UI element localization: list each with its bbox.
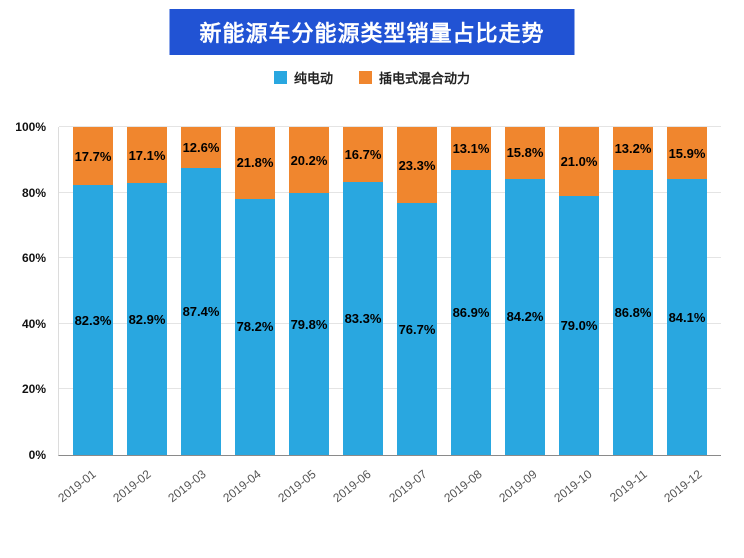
bar-column-2019-06: 16.7% 83.3% — [343, 127, 383, 455]
bar-segment-electric: 84.2% — [505, 178, 545, 455]
bar-label-hybrid: 17.7% — [74, 148, 112, 164]
bar-segment-electric: 83.3% — [343, 181, 383, 455]
bar-column-2019-08: 13.1% 86.9% — [451, 127, 491, 455]
plot-area: 17.7% 82.3% 17.1% 82.9% 12.6% 87.4% 21.8% 78.2%… — [58, 126, 721, 456]
bar-column-2019-02: 17.1% 82.9% — [127, 127, 167, 455]
bar-segment-electric: 78.2% — [235, 198, 275, 455]
bar-label-hybrid: 13.2% — [614, 141, 652, 157]
bar-label-hybrid: 13.1% — [452, 140, 490, 156]
bar-segment-hybrid: 13.2% — [613, 127, 653, 171]
bar-label-electric: 83.3% — [344, 310, 382, 326]
x-axis-label: 2019-06 — [330, 467, 375, 506]
bar-label-hybrid: 23.3% — [398, 157, 436, 173]
legend-item-pure-electric: 纯电动 — [273, 68, 333, 87]
bar-label-electric: 79.0% — [560, 317, 598, 333]
bar-column-2019-03: 12.6% 87.4% — [181, 127, 221, 455]
x-axis-label: 2019-02 — [110, 467, 154, 506]
title-banner: 新能源车分能源类型销量占比走势 — [169, 9, 575, 55]
x-axis-label: 2019-09 — [496, 467, 540, 506]
bar-segment-electric: 86.8% — [613, 170, 653, 455]
bar-segment-hybrid: 15.8% — [505, 127, 545, 179]
bar-label-electric: 86.9% — [452, 304, 490, 320]
bar-column-2019-11: 13.2% 86.8% — [613, 127, 653, 455]
x-axis-label: 2019-07 — [385, 467, 430, 506]
bar-label-electric: 84.2% — [506, 309, 544, 325]
y-axis-label: 80% — [21, 185, 46, 200]
gridline — [59, 126, 721, 127]
bar-segment-hybrid: 12.6% — [181, 127, 221, 169]
bar-label-electric: 86.8% — [614, 305, 652, 321]
page-title: 新能源车分能源类型销量占比走势 — [199, 21, 545, 46]
bar-column-2019-12: 15.9% 84.1% — [667, 127, 707, 455]
legend-swatch-orange — [359, 71, 372, 84]
bar-label-hybrid: 20.2% — [290, 152, 328, 168]
gridline — [59, 191, 721, 193]
bar-label-hybrid: 12.6% — [182, 140, 220, 156]
bar-segment-hybrid: 13.1% — [451, 127, 491, 170]
x-axis-label: 2019-10 — [551, 467, 595, 506]
x-axis-label: 2019-05 — [275, 467, 319, 506]
bar-label-electric: 76.7% — [398, 321, 436, 337]
bar-segment-electric: 76.7% — [397, 203, 437, 455]
bar-label-electric: 78.2% — [236, 319, 274, 335]
bar-segment-hybrid: 21.8% — [235, 127, 275, 199]
legend-label: 纯电动 — [293, 71, 333, 86]
bar-segment-hybrid: 20.2% — [289, 127, 329, 194]
bar-segment-hybrid: 15.9% — [667, 127, 707, 180]
bar-column-2019-10: 21.0% 79.0% — [559, 127, 599, 455]
bar-label-hybrid: 21.8% — [236, 155, 274, 171]
bar-segment-hybrid: 16.7% — [343, 127, 383, 182]
bar-column-2019-05: 20.2% 79.8% — [289, 127, 329, 455]
x-axis-label: 2019-03 — [165, 467, 209, 506]
bar-segment-electric: 82.3% — [73, 185, 113, 455]
bar-segment-electric: 84.1% — [667, 179, 707, 455]
x-axis-label: 2019-12 — [661, 467, 706, 506]
bar-columns: 17.7% 82.3% 17.1% 82.9% 12.6% 87.4% 21.8% 78.2%… — [59, 127, 721, 455]
legend-swatch-blue — [273, 71, 287, 84]
x-axis: 2019-01 2019-02 2019-03 2019-04 2019-05 2019-… — [54, 455, 720, 515]
gridline — [59, 257, 721, 259]
y-axis-label: 40% — [21, 316, 46, 331]
gridline — [59, 388, 721, 390]
bar-column-2019-07: 23.3% 76.7% — [397, 127, 437, 455]
bar-label-electric: 87.4% — [182, 304, 220, 320]
x-axis-label: 2019-04 — [220, 467, 264, 506]
bar-segment-electric: 79.8% — [289, 193, 329, 455]
bar-column-2019-04: 21.8% 78.2% — [235, 127, 275, 455]
bar-segment-electric: 86.9% — [451, 169, 491, 455]
bar-column-2019-01: 17.7% 82.3% — [73, 127, 113, 455]
bar-label-electric: 82.3% — [74, 312, 112, 328]
x-axis-label: 2019-11 — [607, 467, 650, 505]
bar-label-hybrid: 15.9% — [668, 145, 706, 161]
y-axis: 0% 20% 40% 60% 80% 100% — [4, 120, 52, 462]
y-axis-label: 60% — [21, 251, 46, 266]
bar-segment-hybrid: 17.7% — [73, 127, 113, 186]
y-axis-label: 20% — [21, 382, 46, 397]
x-axis-label: 2019-01 — [54, 467, 99, 506]
bar-segment-hybrid: 17.1% — [127, 127, 167, 184]
gridline — [59, 322, 721, 324]
bar-column-2019-09: 15.8% 84.2% — [505, 127, 545, 455]
bar-label-electric: 84.1% — [668, 309, 706, 325]
bar-segment-electric: 87.4% — [181, 168, 221, 455]
bar-label-hybrid: 21.0% — [560, 153, 598, 169]
y-axis-label: 0% — [28, 448, 46, 462]
y-axis-label: 100% — [15, 120, 46, 134]
legend: 纯电动 插电式混合动力 — [0, 68, 744, 87]
bar-label-electric: 79.8% — [290, 316, 328, 332]
bar-segment-electric: 79.0% — [559, 195, 599, 455]
legend-item-plugin-hybrid: 插电式混合动力 — [359, 68, 470, 87]
bar-segment-hybrid: 23.3% — [397, 127, 437, 204]
bar-segment-electric: 82.9% — [127, 183, 167, 455]
x-axis-label: 2019-08 — [441, 467, 485, 506]
bar-label-hybrid: 16.7% — [344, 146, 382, 162]
legend-label: 插电式混合动力 — [379, 71, 471, 86]
bar-label-electric: 82.9% — [128, 311, 166, 327]
bar-label-hybrid: 15.8% — [506, 145, 544, 161]
bar-label-hybrid: 17.1% — [128, 147, 166, 163]
bar-segment-hybrid: 21.0% — [559, 127, 599, 196]
